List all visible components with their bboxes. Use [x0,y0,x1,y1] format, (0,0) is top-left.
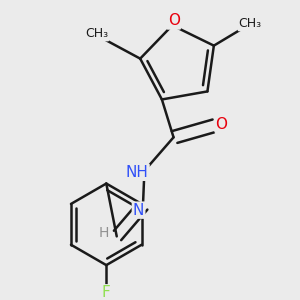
Text: H: H [98,226,109,240]
Text: CH₃: CH₃ [239,17,262,30]
Text: O: O [216,117,228,132]
Text: CH₃: CH₃ [85,27,108,40]
Text: O: O [168,14,180,28]
Text: NH: NH [126,165,148,180]
Text: N: N [133,203,144,218]
Text: F: F [102,285,111,300]
